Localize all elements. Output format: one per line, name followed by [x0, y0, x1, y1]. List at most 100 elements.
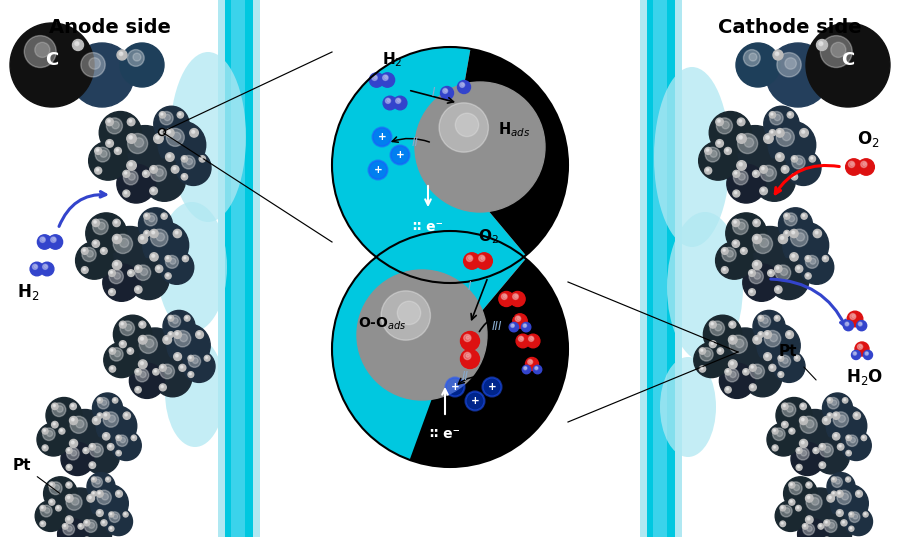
Circle shape [799, 488, 841, 530]
Circle shape [125, 513, 126, 514]
Circle shape [843, 521, 844, 523]
Circle shape [744, 227, 796, 278]
Circle shape [387, 99, 390, 102]
Circle shape [806, 257, 808, 259]
Circle shape [154, 106, 189, 141]
Circle shape [173, 167, 176, 170]
Circle shape [188, 355, 194, 361]
Circle shape [762, 189, 764, 191]
Text: Cathode side: Cathode side [718, 18, 862, 37]
Circle shape [777, 431, 783, 437]
Circle shape [144, 213, 158, 226]
Circle shape [446, 378, 464, 396]
Circle shape [716, 118, 733, 134]
Wedge shape [332, 231, 526, 467]
Circle shape [153, 231, 154, 233]
Circle shape [166, 128, 174, 137]
Circle shape [42, 428, 48, 434]
Circle shape [781, 237, 783, 238]
Circle shape [107, 141, 111, 144]
Circle shape [113, 398, 115, 401]
Circle shape [111, 272, 112, 273]
Circle shape [357, 270, 487, 400]
Circle shape [160, 131, 163, 133]
Circle shape [148, 216, 155, 222]
Circle shape [172, 132, 181, 141]
Circle shape [524, 367, 526, 370]
Circle shape [791, 173, 797, 180]
Circle shape [527, 359, 533, 365]
Circle shape [140, 322, 143, 325]
Circle shape [118, 492, 119, 494]
Circle shape [749, 270, 755, 277]
Circle shape [109, 289, 115, 295]
Circle shape [707, 169, 708, 170]
Circle shape [136, 388, 139, 390]
Circle shape [513, 314, 527, 328]
Circle shape [443, 89, 447, 93]
Circle shape [734, 170, 748, 185]
Circle shape [201, 157, 203, 159]
Circle shape [176, 333, 177, 334]
Circle shape [464, 335, 471, 342]
Circle shape [95, 147, 110, 162]
Circle shape [109, 348, 115, 354]
Circle shape [186, 317, 187, 318]
Circle shape [105, 434, 106, 436]
Circle shape [121, 53, 122, 54]
Circle shape [96, 490, 104, 497]
Circle shape [179, 365, 185, 371]
Circle shape [124, 191, 127, 194]
Circle shape [90, 444, 104, 457]
Circle shape [91, 445, 93, 447]
Circle shape [173, 318, 178, 323]
Circle shape [750, 384, 756, 391]
Circle shape [776, 266, 779, 269]
Circle shape [700, 349, 703, 351]
Circle shape [71, 450, 76, 456]
Circle shape [793, 255, 794, 257]
Circle shape [835, 414, 836, 415]
Circle shape [52, 238, 55, 241]
Circle shape [151, 255, 155, 257]
Circle shape [775, 265, 782, 272]
Circle shape [445, 90, 446, 92]
Circle shape [43, 446, 46, 448]
Circle shape [166, 128, 184, 147]
Circle shape [89, 141, 128, 180]
Circle shape [160, 250, 194, 284]
Circle shape [723, 249, 725, 251]
Circle shape [111, 349, 113, 351]
Circle shape [752, 366, 753, 367]
Circle shape [145, 231, 148, 234]
Circle shape [752, 235, 761, 244]
Circle shape [84, 520, 90, 526]
Circle shape [146, 232, 147, 233]
Circle shape [161, 385, 164, 388]
Ellipse shape [157, 202, 227, 332]
Circle shape [180, 366, 183, 368]
Circle shape [727, 164, 766, 203]
Circle shape [796, 357, 797, 358]
Circle shape [107, 478, 109, 480]
Circle shape [699, 366, 706, 372]
Circle shape [843, 398, 846, 401]
Circle shape [461, 331, 480, 351]
Circle shape [67, 447, 79, 460]
Circle shape [733, 219, 748, 235]
Circle shape [64, 525, 65, 526]
Circle shape [104, 227, 156, 278]
Circle shape [174, 353, 182, 360]
Circle shape [161, 366, 164, 368]
Circle shape [174, 168, 176, 169]
Circle shape [798, 449, 799, 450]
Circle shape [727, 371, 728, 372]
Circle shape [777, 53, 801, 77]
Circle shape [806, 516, 813, 524]
Circle shape [135, 265, 142, 272]
Circle shape [850, 513, 851, 514]
Circle shape [797, 519, 828, 537]
Circle shape [814, 449, 816, 451]
Circle shape [738, 222, 745, 230]
Circle shape [717, 120, 720, 122]
